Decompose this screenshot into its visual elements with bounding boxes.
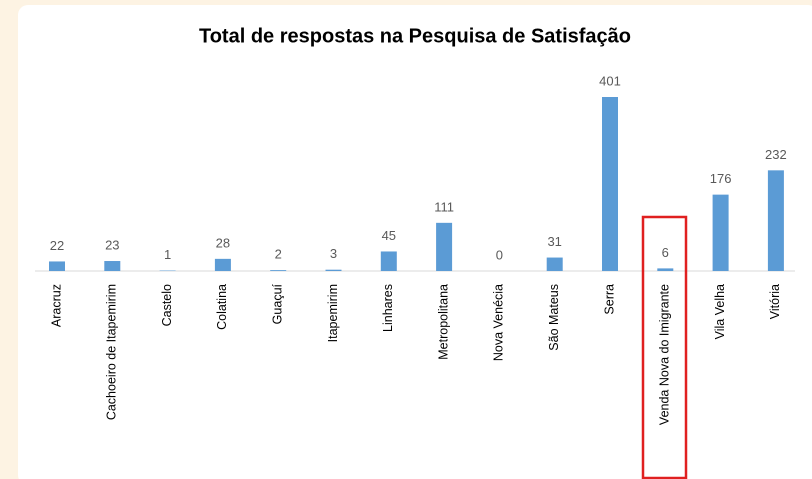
- value-label: 232: [765, 147, 787, 162]
- value-label: 23: [105, 237, 119, 252]
- bar: [712, 194, 729, 271]
- x-tick-label: Colatina: [215, 284, 229, 330]
- highlight-box: [641, 215, 688, 479]
- x-tick-label: Nova Venécia: [492, 284, 506, 361]
- bar: [657, 268, 674, 271]
- value-label: 31: [547, 234, 561, 249]
- bar: [325, 269, 342, 271]
- x-tick-label: Venda Nova do Imigrante: [658, 284, 672, 425]
- chart-title: Total de respostas na Pesquisa de Satisf…: [199, 25, 631, 47]
- x-tick-label: Castelo: [160, 284, 174, 326]
- bar: [214, 258, 231, 271]
- x-tick-label: Linhares: [381, 284, 395, 332]
- bar: [104, 261, 121, 271]
- value-label: 401: [599, 73, 621, 88]
- value-label: 22: [50, 238, 64, 253]
- value-label: 2: [275, 247, 282, 262]
- value-label: 0: [496, 247, 503, 262]
- bar: [767, 170, 784, 271]
- x-tick-label: Vitória: [768, 284, 782, 319]
- bar: [270, 270, 287, 271]
- bar: [380, 251, 397, 271]
- value-label: 3: [330, 246, 337, 261]
- bar: [546, 257, 563, 271]
- x-tick-label: Serra: [602, 284, 616, 315]
- x-tick-label: Vila Velha: [713, 284, 727, 339]
- x-tick-label: Guaçuí: [270, 283, 284, 324]
- bar: [49, 261, 65, 271]
- value-label: 6: [662, 245, 669, 260]
- value-label: 111: [434, 199, 454, 214]
- value-label: 45: [382, 228, 396, 243]
- panel: [18, 5, 812, 479]
- value-label: 176: [710, 171, 732, 186]
- x-tick-label: Metropolitana: [436, 284, 450, 360]
- x-tick-label: Aracruz: [49, 284, 63, 327]
- x-tick-label: São Mateus: [547, 284, 561, 351]
- value-label: 1: [164, 247, 171, 262]
- bar: [436, 222, 453, 271]
- value-label: 28: [216, 235, 230, 250]
- x-tick-label: Cachoeiro de Itapemirim: [105, 284, 119, 420]
- x-tick-label: Itapemirim: [326, 284, 340, 342]
- bar: [602, 97, 618, 271]
